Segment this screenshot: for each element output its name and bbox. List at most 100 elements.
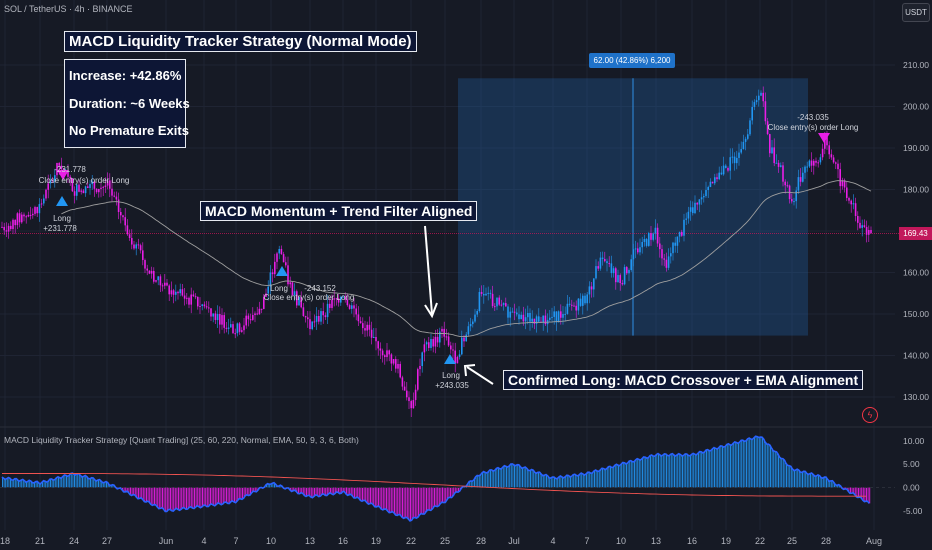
currency-button[interactable]: USDT: [902, 3, 930, 22]
candle-body: [392, 359, 395, 364]
macd-bar: [590, 473, 592, 488]
candle-body: [458, 354, 461, 357]
candle-body: [78, 184, 80, 192]
candle-body: [476, 311, 478, 315]
macd-bar: [581, 473, 583, 488]
candle-body: [84, 186, 87, 194]
macd-bar: [147, 487, 149, 502]
macd-bar: [395, 487, 397, 516]
candle-body: [377, 341, 379, 349]
macd-bar: [374, 487, 376, 507]
candle-body: [645, 238, 648, 246]
macd-bar: [600, 469, 602, 488]
macd-bar: [528, 470, 530, 488]
macd-bar: [272, 483, 274, 488]
macd-bar: [446, 487, 448, 501]
candle-body: [14, 219, 16, 226]
macd-bar: [640, 460, 642, 488]
macd-bar: [858, 487, 859, 498]
macd-bar: [477, 475, 479, 488]
macd-bar: [211, 487, 213, 504]
candle-body: [227, 327, 230, 329]
candle-body: [87, 186, 89, 189]
macd-bar: [304, 487, 306, 496]
indicator-label[interactable]: MACD Liquidity Tracker Strategy [Quant T…: [4, 435, 359, 445]
macd-bar: [635, 459, 637, 488]
candle-body: [608, 263, 610, 265]
macd-bar: [291, 487, 293, 492]
macd-bar: [43, 480, 45, 488]
candle-body: [685, 218, 687, 220]
macd-bar: [830, 480, 832, 488]
macd-bar: [333, 487, 335, 495]
candle-body: [850, 200, 852, 205]
macd-bar: [405, 487, 407, 518]
candle-body: [269, 272, 272, 287]
macd-bar: [130, 487, 131, 495]
macd-bar: [149, 487, 151, 503]
candle-body: [45, 189, 47, 199]
macd-bar: [179, 487, 181, 511]
candle-body: [109, 180, 111, 189]
candle-body: [137, 244, 140, 246]
candle-body: [483, 293, 485, 296]
candle-body: [421, 352, 423, 366]
annotation-arrows: [424, 225, 494, 385]
candle-body: [282, 254, 285, 263]
macd-bar: [402, 487, 403, 518]
candle-body: [720, 172, 723, 175]
macd-bar: [730, 444, 731, 488]
symbol-label[interactable]: SOL / TetherUS · 4h · BINANCE: [4, 4, 133, 14]
macd-bar: [715, 448, 717, 488]
candle-body: [846, 187, 848, 198]
candle-body: [630, 259, 632, 271]
macd-bar: [142, 487, 144, 500]
macd-bar: [752, 439, 754, 488]
macd-bar: [530, 470, 531, 488]
candle-body: [320, 311, 322, 322]
alert-lightning-icon[interactable]: ϟ: [862, 407, 878, 423]
macd-bar: [358, 487, 360, 499]
macd-bar: [437, 487, 439, 507]
macd-bar: [491, 469, 493, 488]
macd-bar: [534, 472, 536, 488]
macd-bar: [864, 487, 866, 502]
candle-body: [648, 233, 650, 246]
candle-body: [155, 280, 157, 282]
macd-bar: [773, 450, 775, 488]
macd-bar: [869, 487, 871, 504]
candle-body: [183, 295, 186, 299]
candle-body: [357, 314, 360, 322]
candle-body: [725, 165, 727, 168]
candle-body: [148, 270, 151, 274]
candle-body: [650, 233, 652, 240]
candle-body: [201, 304, 203, 306]
candle-body: [300, 297, 302, 308]
candle-body: [274, 261, 276, 275]
time-tick: 16: [338, 536, 348, 546]
macd-histogram: [0, 436, 895, 521]
candle-body: [293, 291, 296, 296]
candle-body: [399, 364, 401, 378]
macd-bar: [648, 457, 650, 488]
candle-body: [489, 292, 492, 294]
candle-body: [287, 265, 289, 285]
macd-bar: [806, 473, 808, 488]
macd-bar: [691, 454, 693, 488]
macd-bar: [578, 475, 579, 488]
candle-body: [571, 304, 573, 306]
candle-body: [126, 225, 129, 235]
macd-bar: [702, 452, 704, 488]
macd-bar: [610, 466, 611, 488]
price-tick: 190.00: [903, 143, 929, 153]
macd-bar: [510, 464, 512, 488]
macd-bar: [371, 487, 373, 504]
candle-body: [100, 187, 102, 189]
macd-bar: [678, 453, 680, 488]
macd-bar: [562, 476, 563, 488]
macd-bar: [693, 453, 695, 488]
price-tick: 160.00: [903, 268, 929, 278]
macd-bar: [834, 482, 835, 488]
candle-body: [722, 165, 725, 175]
